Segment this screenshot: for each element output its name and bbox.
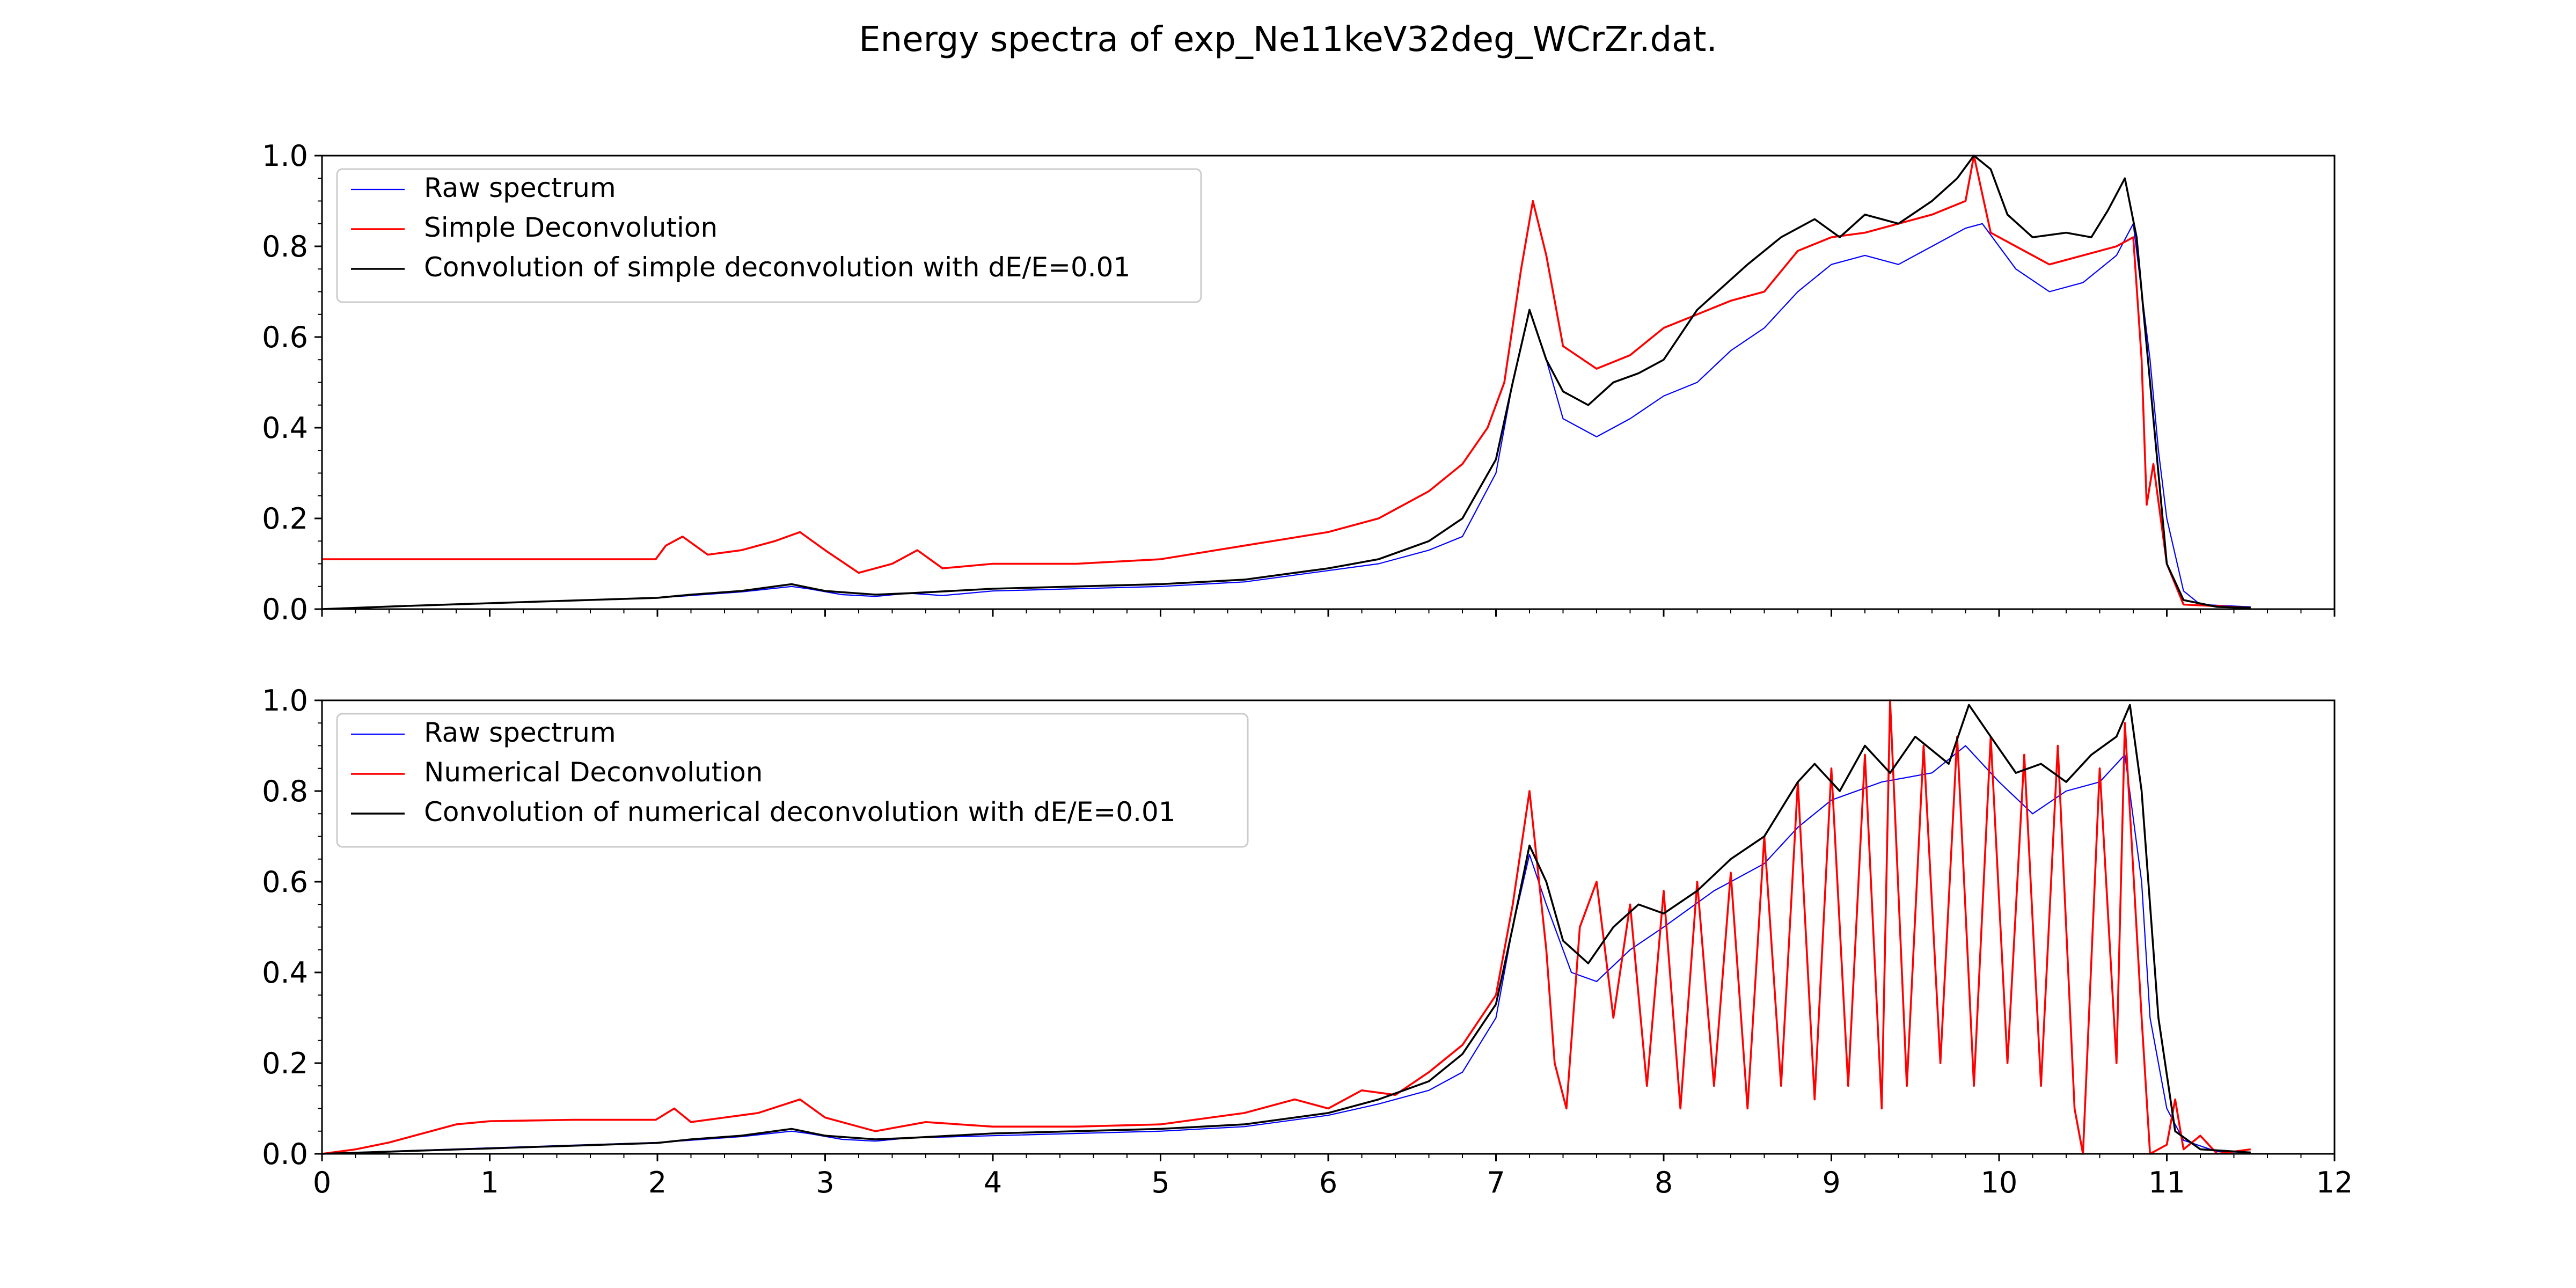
bottom-ytick-label-2: 0.4 [262,956,308,990]
figure-title: Energy spectra of exp_Ne11keV32deg_WCrZr… [859,20,1717,60]
bottom-xtick-label-12: 12 [2316,1166,2353,1199]
top-panel: 0.0 0.2 0.4 0.6 0.8 1.0 Raw spectrum Simple De… [262,139,2336,626]
bottom-xtick-label-5: 5 [1151,1166,1169,1199]
top-ytick-label-0: 0.0 [262,592,308,626]
bottom-xtick-label-9: 9 [1822,1166,1840,1199]
bottom-xtick-label-10: 10 [1981,1166,2018,1199]
bottom-xtick-label-4: 4 [984,1166,1002,1199]
top-legend-box [336,168,1202,303]
top-ytick-label-3: 0.6 [262,320,308,354]
bottom-series-2 [321,704,2251,1155]
top-ytick-label-5: 1.0 [262,139,308,173]
top-series-2 [321,155,2251,610]
top-series-1 [322,155,2251,609]
bottom-panel: 0 1 2 3 4 5 6 7 8 9 10 11 120.00.20.40.60.81.0 Raw s… [262,684,2353,1199]
bottom-xtick-label-1: 1 [480,1166,499,1199]
bottom-xtick-label-7: 7 [1487,1166,1505,1199]
bottom-xtick-label-8: 8 [1655,1166,1673,1199]
bottom-ticks-group: 0 1 2 3 4 5 6 7 8 9 10 11 120.00.20.40.60.81.0 [262,684,2353,1199]
top-ytick-label-4: 0.8 [262,230,308,264]
bottom-xtick-label-0: 0 [313,1166,331,1199]
bottom-legend: Raw spectrum Numerical Deconvolution Convo… [336,713,1249,848]
bottom-xtick-label-6: 6 [1319,1166,1337,1199]
top-axes-frame [321,155,2336,610]
top-legend-label-0: Raw spectrum [424,172,616,203]
bottom-ytick-label-5: 1.0 [262,684,308,718]
bottom-series-1 [321,699,2251,1155]
top-legend-label-1: Simple Deconvolution [424,212,718,243]
top-legend: Raw spectrum Simple Deconvolution Convolut… [336,168,1202,303]
bottom-axes-frame [321,699,2336,1155]
top-series-0 [321,223,2251,610]
bottom-legend-box [336,713,1249,848]
top-series-group [321,155,2251,610]
bottom-xtick-label-11: 11 [2148,1166,2185,1199]
bottom-ytick-label-4: 0.8 [262,774,308,808]
top-ticks-group: 0.0 0.2 0.4 0.6 0.8 1.0 [262,139,2336,626]
bottom-ytick-label-0: 0.0 [262,1137,308,1171]
bottom-series-group [321,699,2251,1155]
top-legend-label-2: Convolution of simple deconvolution with… [424,252,1130,283]
top-ytick-label-1: 0.2 [262,502,308,536]
bottom-ytick-label-1: 0.2 [262,1046,308,1080]
bottom-xtick-label-3: 3 [816,1166,834,1199]
bottom-legend-label-0: Raw spectrum [424,717,616,748]
bottom-legend-label-2: Convolution of numerical deconvolution w… [424,796,1176,828]
bottom-ytick-label-3: 0.6 [262,865,308,899]
top-ytick-label-2: 0.4 [262,411,308,445]
bottom-xtick-label-2: 2 [648,1166,667,1199]
bottom-legend-label-1: Numerical Deconvolution [424,757,763,788]
